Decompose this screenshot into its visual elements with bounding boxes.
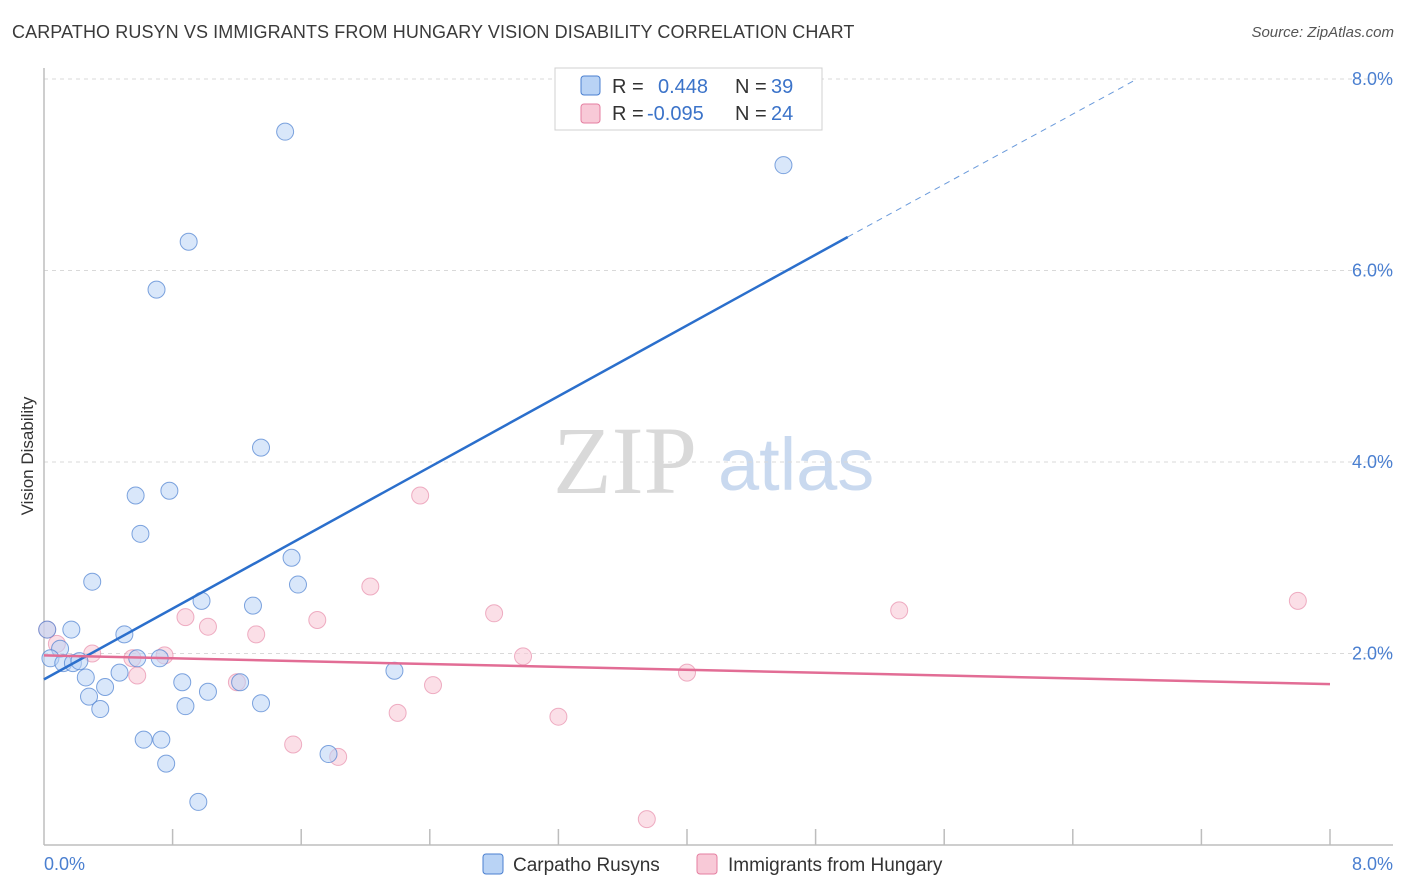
series-legend-label-carpatho-rusyns: Carpatho Rusyns (513, 855, 660, 876)
y-tick-label-4: 4.0% (1352, 452, 1393, 472)
y-axis-tick-labels: 2.0% 4.0% 6.0% 8.0% (1352, 69, 1393, 664)
watermark-zip: ZIP (553, 407, 697, 514)
point-rusyn-0 (38, 620, 57, 639)
series-legend: Carpatho Rusyns Immigrants from Hungary (482, 853, 943, 876)
point-rusyn-31 (252, 438, 271, 457)
x-tick-label-max: 8.0% (1352, 854, 1393, 874)
point-rusyn-10 (91, 700, 110, 719)
point-rusyn-12 (110, 663, 129, 682)
point-rusyn-29 (243, 596, 262, 615)
trend-lines (43, 78, 1331, 686)
legend-swatch-blue (580, 75, 601, 96)
point-hungary-14 (388, 703, 407, 722)
legend-swatch-pink (580, 103, 601, 124)
watermark-atlas: atlas (718, 423, 874, 506)
series-legend-label-immigrants-from-hungary: Immigrants from Hungary (728, 855, 943, 876)
point-hungary-11 (308, 610, 327, 629)
point-rusyn-24 (179, 232, 198, 251)
watermark: ZIP atlas (553, 407, 874, 514)
point-rusyn-11 (96, 678, 115, 697)
point-hungary-18 (514, 647, 533, 666)
point-rusyn-20 (157, 754, 176, 773)
point-hungary-15 (411, 486, 430, 505)
point-rusyn-19 (152, 730, 171, 749)
point-rusyn-32 (276, 122, 295, 141)
point-rusyn-23 (176, 697, 195, 716)
y-axis-label: Vision Disability (18, 396, 37, 515)
point-rusyn-16 (134, 730, 153, 749)
point-rusyn-25 (189, 792, 208, 811)
point-hungary-13 (361, 577, 380, 596)
point-rusyn-36 (385, 661, 404, 680)
legend-r-label-blue: R = (612, 76, 644, 98)
trend-line-rusyn-extension (847, 78, 1138, 238)
point-hungary-4 (128, 666, 147, 685)
point-rusyn-28 (231, 673, 250, 692)
x-tick-label-min: 0.0% (44, 854, 85, 874)
point-hungary-23 (1288, 591, 1307, 610)
point-rusyn-35 (319, 745, 338, 764)
point-rusyn-34 (288, 575, 307, 594)
point-hungary-10 (284, 735, 303, 754)
trend-line-rusyn (43, 235, 849, 681)
series-legend-swatch-immigrants-from-hungary (696, 853, 718, 875)
trend-line-hungary (43, 654, 1331, 686)
point-rusyn-21 (160, 481, 179, 500)
point-rusyn-14 (126, 486, 145, 505)
series-carpatho-rusyns (38, 122, 793, 811)
y-tick-label-6: 6.0% (1352, 261, 1393, 281)
point-hungary-21 (678, 663, 696, 682)
point-rusyn-37 (774, 156, 793, 175)
point-rusyn-8 (76, 668, 95, 687)
legend-r-label-pink: R = (612, 103, 644, 125)
point-rusyn-33 (282, 548, 301, 567)
legend-n-label-blue: N = (735, 76, 767, 98)
point-hungary-19 (549, 707, 568, 726)
point-hungary-17 (485, 604, 504, 623)
point-rusyn-30 (252, 694, 271, 713)
legend-r-value-pink: -0.095 (647, 103, 704, 125)
point-hungary-16 (424, 676, 443, 695)
point-hungary-22 (890, 601, 909, 620)
point-rusyn-7 (83, 572, 102, 591)
point-rusyn-27 (198, 682, 217, 701)
point-hungary-7 (198, 617, 217, 636)
chart-title: CARPATHO RUSYN VS IMMIGRANTS FROM HUNGAR… (12, 22, 855, 42)
series-immigrants-from-hungary (38, 486, 1307, 829)
legend-n-label-pink: N = (735, 103, 767, 125)
legend-n-value-blue: 39 (771, 76, 793, 98)
legend-r-value-blue: 0.448 (658, 76, 708, 98)
source-credit: Source: ZipAtlas.com (1251, 24, 1394, 41)
stats-legend: R = 0.448 N = 39 R = -0.095 N = 24 (554, 67, 823, 131)
x-axis-ticks (171, 829, 1331, 845)
point-hungary-6 (176, 608, 195, 627)
y-tick-label-2: 2.0% (1352, 644, 1393, 664)
point-hungary-20 (637, 810, 656, 829)
point-rusyn-9 (80, 687, 99, 706)
legend-n-value-pink: 24 (771, 103, 793, 125)
point-hungary-9 (247, 625, 266, 644)
series-legend-swatch-carpatho-rusyns (482, 853, 504, 875)
point-rusyn-15 (131, 524, 150, 543)
y-tick-label-8: 8.0% (1352, 69, 1393, 89)
point-rusyn-6 (62, 620, 81, 639)
point-rusyn-22 (173, 673, 192, 692)
point-rusyn-17 (147, 280, 166, 299)
